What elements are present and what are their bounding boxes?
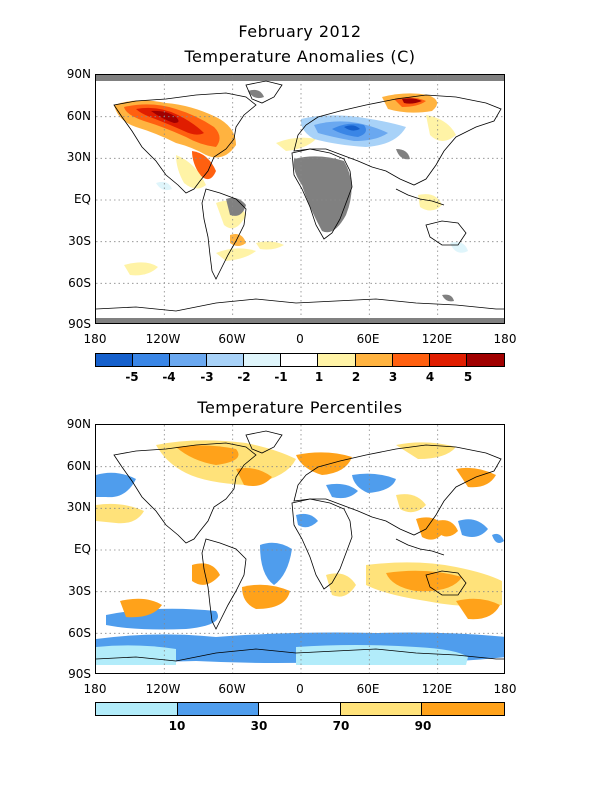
anomaly-legend-swatch bbox=[96, 354, 134, 366]
bottom-lon-label-0: 0 bbox=[296, 682, 304, 696]
bottom-lon-label-60e: 60E bbox=[356, 682, 380, 696]
north-nodata-band bbox=[96, 75, 504, 81]
percentile-patches bbox=[96, 440, 504, 673]
anomaly-legend-swatch bbox=[244, 354, 282, 366]
map-date-title: February 2012 bbox=[238, 22, 362, 41]
anomaly-map bbox=[95, 74, 505, 324]
percentile-legend-label-70: 70 bbox=[332, 719, 350, 733]
bottom-lat-label-eq: EQ bbox=[73, 542, 91, 556]
percentile-legend-label-30: 30 bbox=[250, 719, 268, 733]
top-lon-label-180w: 180 bbox=[83, 332, 107, 346]
anomaly-legend-label-3: 3 bbox=[388, 370, 398, 384]
anomaly-colorbar bbox=[95, 353, 505, 367]
anomaly-legend-label-5: 5 bbox=[463, 370, 473, 384]
graticule bbox=[96, 425, 504, 673]
bottom-lon-label-120e: 120E bbox=[421, 682, 453, 696]
anomaly-legend-label-m2: -2 bbox=[237, 370, 251, 384]
coastlines bbox=[96, 80, 504, 312]
top-lat-label-90n: 90N bbox=[66, 67, 91, 81]
top-lon-label-60w: 60W bbox=[218, 332, 246, 346]
bottom-lat-label-30s: 30S bbox=[68, 584, 91, 598]
anomaly-legend-swatch bbox=[392, 354, 430, 366]
percentile-map-title: Temperature Percentiles bbox=[197, 398, 403, 417]
bottom-lat-label-60s: 60S bbox=[68, 626, 91, 640]
bottom-lon-label-120w: 120W bbox=[145, 682, 181, 696]
bottom-lon-label-180w: 180 bbox=[83, 682, 107, 696]
top-lon-label-180e: 180 bbox=[493, 332, 517, 346]
anomaly-legend-swatch bbox=[170, 354, 208, 366]
bottom-lat-label-90s: 90S bbox=[68, 667, 91, 681]
graticule bbox=[96, 75, 504, 323]
bottom-lon-label-180e: 180 bbox=[493, 682, 517, 696]
percentile-legend-label-10: 10 bbox=[168, 719, 186, 733]
percentile-legend-swatch bbox=[177, 703, 260, 715]
anomaly-legend-label-m1: -1 bbox=[274, 370, 288, 384]
anomaly-legend-swatch bbox=[133, 354, 171, 366]
top-lon-label-120e: 120E bbox=[421, 332, 453, 346]
percentile-colorbar bbox=[95, 702, 505, 716]
percentile-legend-label-90: 90 bbox=[414, 719, 432, 733]
anomaly-legend-label-2: 2 bbox=[351, 370, 361, 384]
top-lat-label-90s: 90S bbox=[68, 317, 91, 331]
top-lon-label-0: 0 bbox=[296, 332, 304, 346]
anomaly-legend-swatch bbox=[207, 354, 245, 366]
anomaly-legend-label-m4: -4 bbox=[162, 370, 176, 384]
nodata-patches bbox=[226, 89, 454, 302]
anomaly-legend-swatch bbox=[318, 354, 356, 366]
percentile-legend-swatch bbox=[340, 703, 423, 715]
anomaly-legend-swatch bbox=[355, 354, 393, 366]
percentile-legend-swatch bbox=[96, 703, 178, 715]
percentile-map bbox=[95, 424, 505, 674]
percentile-legend-swatch bbox=[422, 703, 504, 715]
anomaly-legend-label-m5: -5 bbox=[125, 370, 139, 384]
top-lon-label-60e: 60E bbox=[356, 332, 380, 346]
anomaly-map-title: Temperature Anomalies (C) bbox=[184, 47, 416, 66]
bottom-lat-label-30n: 30N bbox=[66, 500, 91, 514]
coastlines bbox=[96, 430, 504, 662]
top-lat-label-30n: 30N bbox=[66, 150, 91, 164]
anomaly-legend-swatch bbox=[429, 354, 467, 366]
anomaly-legend-label-m3: -3 bbox=[200, 370, 214, 384]
top-lat-label-eq: EQ bbox=[73, 192, 91, 206]
percentile-legend-swatch bbox=[259, 703, 341, 715]
anomaly-legend-label-4: 4 bbox=[425, 370, 435, 384]
top-lat-label-60s: 60S bbox=[68, 276, 91, 290]
anomaly-legend-label-1: 1 bbox=[314, 370, 324, 384]
top-lon-label-120w: 120W bbox=[145, 332, 181, 346]
bottom-lat-label-60n: 60N bbox=[66, 459, 91, 473]
top-lat-label-30s: 30S bbox=[68, 234, 91, 248]
bottom-lon-label-60w: 60W bbox=[218, 682, 246, 696]
anomaly-legend-swatch bbox=[281, 354, 319, 366]
top-lat-label-60n: 60N bbox=[66, 109, 91, 123]
south-nodata-band bbox=[96, 318, 504, 323]
bottom-lat-label-90n: 90N bbox=[66, 417, 91, 431]
anomaly-legend-swatch bbox=[466, 354, 504, 366]
